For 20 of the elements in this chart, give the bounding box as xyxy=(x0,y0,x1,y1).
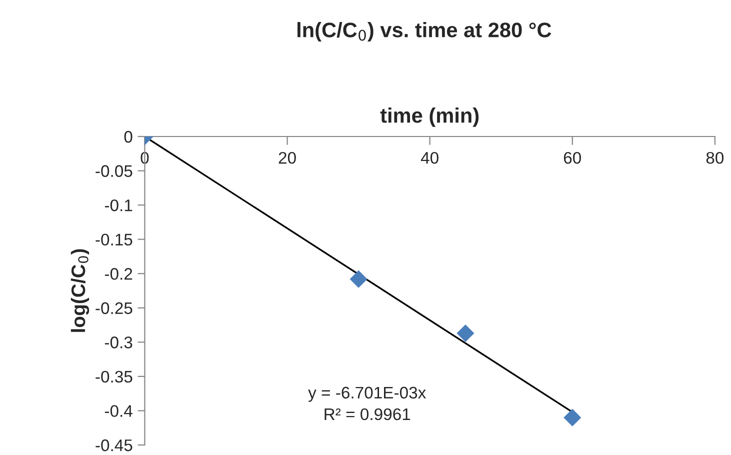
y-tick-label: -0.4 xyxy=(104,405,132,417)
chart-title: ln(C/C$_{0}$) vs. time at 280 °C xyxy=(298,22,552,42)
y-tick-label: -0.25 xyxy=(96,302,132,314)
y-tick-label: -0.2 xyxy=(104,268,132,280)
y-tick-label: -0.35 xyxy=(96,370,132,383)
y-tick-label: -0.05 xyxy=(96,165,132,177)
y-tick-label: -0.1 xyxy=(104,199,132,212)
point xyxy=(350,270,368,288)
x-tick-label: 60 xyxy=(564,152,581,164)
point xyxy=(456,324,474,342)
y-tick-label: -0.15 xyxy=(96,234,132,246)
annotation: y = -6.701E-03x R² = 0.9961 xyxy=(308,386,426,420)
y-tick-label: 0 xyxy=(124,130,132,143)
x-tick-label: 80 xyxy=(706,152,724,164)
x-tick-label: 40 xyxy=(420,152,438,164)
y-tick-label: -0.45 xyxy=(96,439,132,452)
y-axis-title: log(C/C$_{0}$) xyxy=(70,249,90,332)
x-tick-label: 20 xyxy=(278,152,296,164)
x-axis-title: time (min) xyxy=(380,108,479,127)
y-tick-label: -0.3 xyxy=(104,336,132,348)
